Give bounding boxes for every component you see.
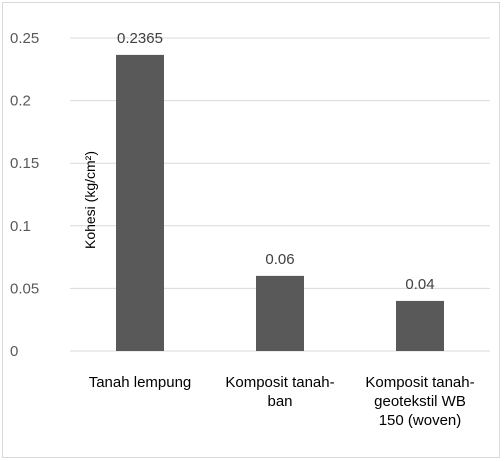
y-tick-label: 0.05 xyxy=(10,280,39,297)
data-label-1: 0.06 xyxy=(265,251,294,268)
category-label-1: Komposit tanah-ban xyxy=(225,374,334,410)
data-labels: 0.2365 0.06 0.04 xyxy=(117,30,435,293)
y-tick-label: 0.2 xyxy=(10,93,31,110)
y-tick-label: 0 xyxy=(10,343,18,360)
bar-2 xyxy=(396,300,444,351)
y-axis-ticks: 0 0.05 0.1 0.15 0.2 0.25 xyxy=(10,30,39,360)
chart-frame xyxy=(2,2,500,458)
category-label-0: Tanah lempung xyxy=(89,374,192,391)
y-tick-label: 0.15 xyxy=(10,155,39,172)
data-label-2: 0.04 xyxy=(405,276,434,293)
category-label-2: Komposit tanah-geotekstil WB 150 (woven) xyxy=(365,374,474,429)
data-label-0: 0.2365 xyxy=(117,30,163,47)
bars xyxy=(116,54,444,351)
y-axis-label: Kohesi (kg/cm²) xyxy=(82,151,98,249)
y-tick-label: 0.1 xyxy=(10,218,31,235)
bar-0 xyxy=(116,54,164,351)
category-labels: Tanah lempung Komposit tanah-ban Komposit … xyxy=(89,374,475,429)
bar-1 xyxy=(256,275,304,351)
y-tick-label: 0.25 xyxy=(10,30,39,47)
